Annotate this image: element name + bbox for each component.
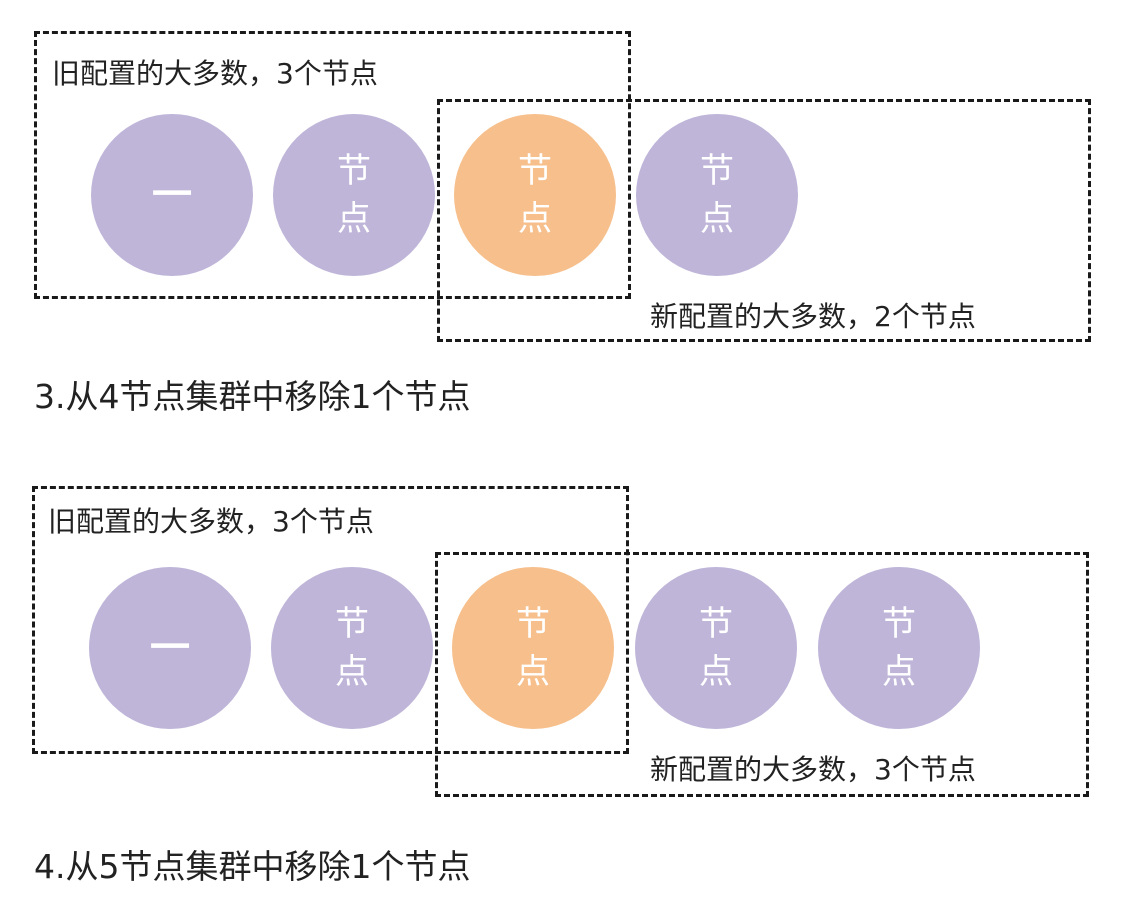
- old-config-label: 旧配置的大多数，3个节点: [48, 505, 374, 538]
- node-overlap: 节点: [452, 567, 614, 729]
- diagram-caption: 3.从4节点集群中移除1个节点: [34, 377, 471, 416]
- node-text: 点: [700, 199, 734, 239]
- node-text: 点: [337, 199, 371, 239]
- node-text: 节: [700, 151, 734, 191]
- node-overlap: 节点: [454, 114, 616, 276]
- old-config-box: [32, 486, 629, 754]
- node: 节点: [818, 567, 980, 729]
- new-config-label: 新配置的大多数，3个节点: [650, 753, 976, 786]
- node: 节点: [271, 567, 433, 729]
- node: 节点: [636, 114, 798, 276]
- node-text: 点: [516, 652, 550, 692]
- node-text: 一: [152, 172, 192, 218]
- new-config-box: [435, 552, 1089, 797]
- node: 节点: [635, 567, 797, 729]
- node-text: 点: [699, 652, 733, 692]
- node-text: 节: [882, 604, 916, 644]
- diagram-caption: 4.从5节点集群中移除1个节点: [34, 847, 471, 886]
- node-leader: 一: [91, 114, 253, 276]
- node: 节点: [273, 114, 435, 276]
- old-config-label: 旧配置的大多数，3个节点: [52, 57, 378, 90]
- node-text: 节: [518, 151, 552, 191]
- node-text: 一: [150, 625, 190, 671]
- node-leader: 一: [89, 567, 251, 729]
- old-config-box: [34, 31, 631, 299]
- node-text: 节: [335, 604, 369, 644]
- node-text: 节: [516, 604, 550, 644]
- node-text: 点: [335, 652, 369, 692]
- node-text: 节: [337, 151, 371, 191]
- node-text: 点: [882, 652, 916, 692]
- new-config-box: [437, 99, 1091, 342]
- new-config-label: 新配置的大多数，2个节点: [650, 300, 976, 333]
- node-text: 节: [699, 604, 733, 644]
- node-text: 点: [518, 199, 552, 239]
